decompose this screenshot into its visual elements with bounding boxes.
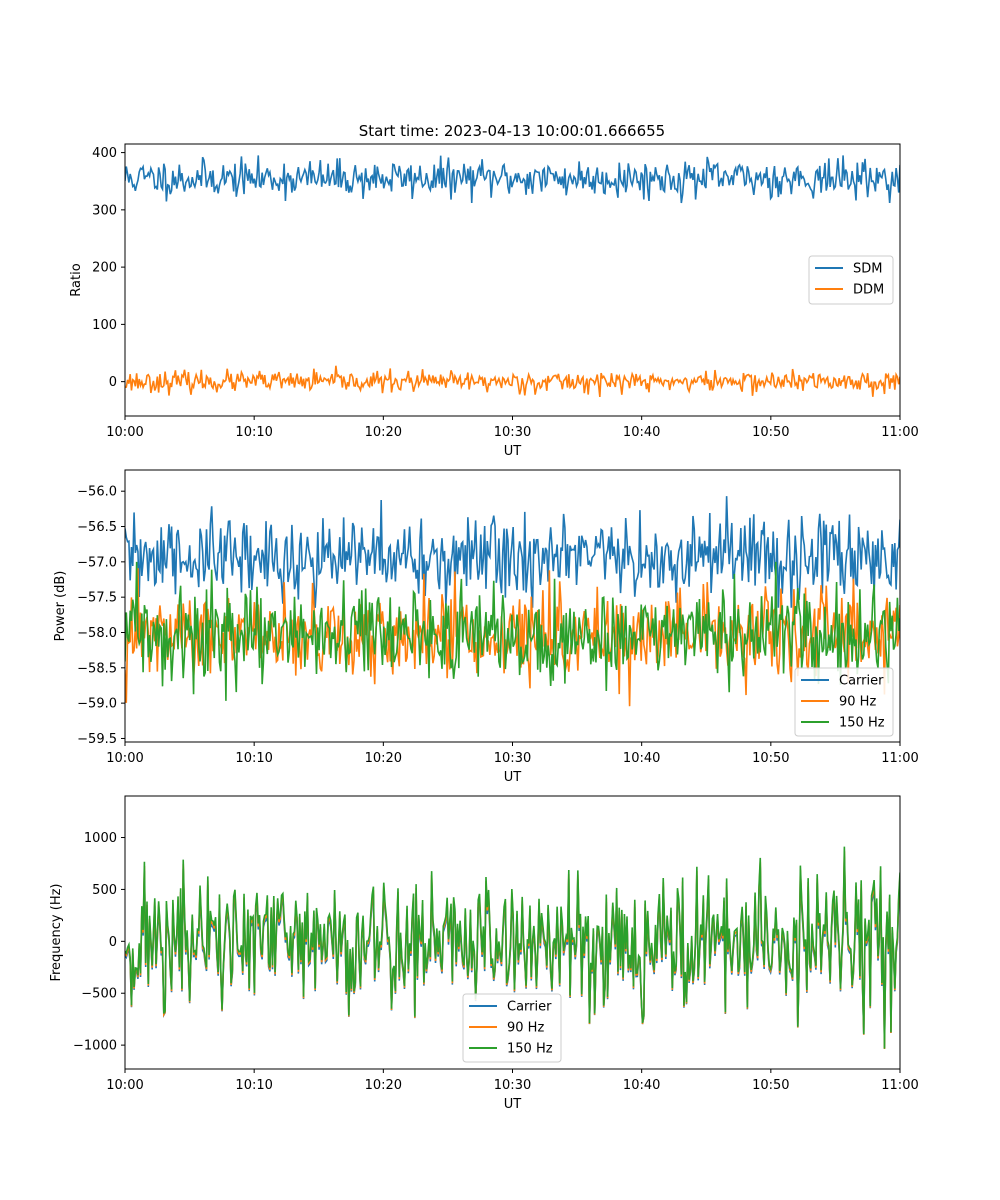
legend: Carrier 90 Hz 150 Hz <box>462 993 562 1063</box>
x-axis-label: UT <box>504 444 522 459</box>
y-tick-label: −58.0 <box>77 626 117 641</box>
x-tick-label: 10:30 <box>494 751 531 766</box>
y-tick-label: 400 <box>92 146 117 161</box>
series-line-150-hz <box>125 561 900 701</box>
y-axis-label: Ratio <box>69 263 84 296</box>
legend-label: 90 Hz <box>839 695 876 710</box>
x-tick-label: 10:10 <box>235 1078 272 1093</box>
series-line-carrier <box>125 496 900 608</box>
legend-box <box>794 667 894 737</box>
y-tick-label: 300 <box>92 203 117 218</box>
x-tick-label: 10:30 <box>494 1078 531 1093</box>
y-tick-label: −57.0 <box>77 555 117 570</box>
x-tick-label: 10:30 <box>494 425 531 440</box>
legend: Carrier 90 Hz 150 Hz <box>794 667 894 737</box>
x-axis-label: UT <box>504 770 522 785</box>
y-tick-label: 1000 <box>84 831 117 846</box>
panels: 10:00 10:10 10:20 10:30 10:40 10:50 11:00 0 100 2… <box>49 143 919 1112</box>
panel-3: 10:00 10:10 10:20 10:30 10:40 10:50 11:00 −1000… <box>49 795 919 1112</box>
x-tick-label: 10:10 <box>235 751 272 766</box>
y-tick-label: −57.5 <box>77 591 117 606</box>
y-tick-label: −500 <box>81 987 117 1002</box>
x-tick-label: 10:00 <box>106 425 143 440</box>
x-tick-label: 10:50 <box>752 751 789 766</box>
x-tick-label: 10:00 <box>106 751 143 766</box>
x-tick-label: 10:40 <box>623 1078 660 1093</box>
y-tick-label: 200 <box>92 261 117 276</box>
y-tick-label: 0 <box>109 375 117 390</box>
x-tick-label: 11:00 <box>881 751 918 766</box>
y-axis-label: Frequency (Hz) <box>49 883 64 981</box>
legend-label: SDM <box>853 262 882 277</box>
series-line-150-hz <box>125 846 900 1049</box>
legend-label: 150 Hz <box>507 1042 553 1057</box>
y-axis-label: Power (dB) <box>53 571 68 642</box>
y-tick-label: −56.0 <box>77 485 117 500</box>
legend-label: 150 Hz <box>839 716 885 731</box>
y-tick-label: −59.0 <box>77 697 117 712</box>
x-tick-label: 10:10 <box>235 425 272 440</box>
series-line-ddm <box>125 365 900 397</box>
legend-box <box>462 993 562 1063</box>
x-tick-label: 10:20 <box>365 1078 402 1093</box>
y-tick-label: −1000 <box>73 1039 117 1054</box>
y-tick-label: −58.5 <box>77 661 117 676</box>
x-tick-label: 11:00 <box>881 1078 918 1093</box>
legend-label: 90 Hz <box>507 1021 544 1036</box>
legend-label: DDM <box>853 283 884 298</box>
legend-label: Carrier <box>507 1000 552 1015</box>
y-tick-label: 0 <box>109 935 117 950</box>
chart-title: Start time: 2023-04-13 10:00:01.666655 <box>359 122 665 140</box>
x-tick-label: 10:20 <box>365 425 402 440</box>
panel-2: 10:00 10:10 10:20 10:30 10:40 10:50 11:00 −56.0… <box>53 469 919 785</box>
x-tick-label: 10:50 <box>752 1078 789 1093</box>
legend: SDM DDM <box>808 255 894 305</box>
legend-label: Carrier <box>839 674 884 689</box>
y-tick-label: 100 <box>92 318 117 333</box>
x-axis-label: UT <box>504 1097 522 1112</box>
x-tick-label: 10:40 <box>623 751 660 766</box>
y-tick-label: −59.5 <box>77 732 117 747</box>
x-tick-label: 10:50 <box>752 425 789 440</box>
y-tick-label: −56.5 <box>77 520 117 535</box>
series-line-sdm <box>125 155 900 204</box>
y-tick-label: 500 <box>92 883 117 898</box>
x-tick-label: 10:00 <box>106 1078 143 1093</box>
panel-1: 10:00 10:10 10:20 10:30 10:40 10:50 11:00 0 100 2… <box>69 143 919 459</box>
x-tick-label: 10:20 <box>365 751 402 766</box>
x-tick-label: 11:00 <box>881 425 918 440</box>
x-tick-label: 10:40 <box>623 425 660 440</box>
